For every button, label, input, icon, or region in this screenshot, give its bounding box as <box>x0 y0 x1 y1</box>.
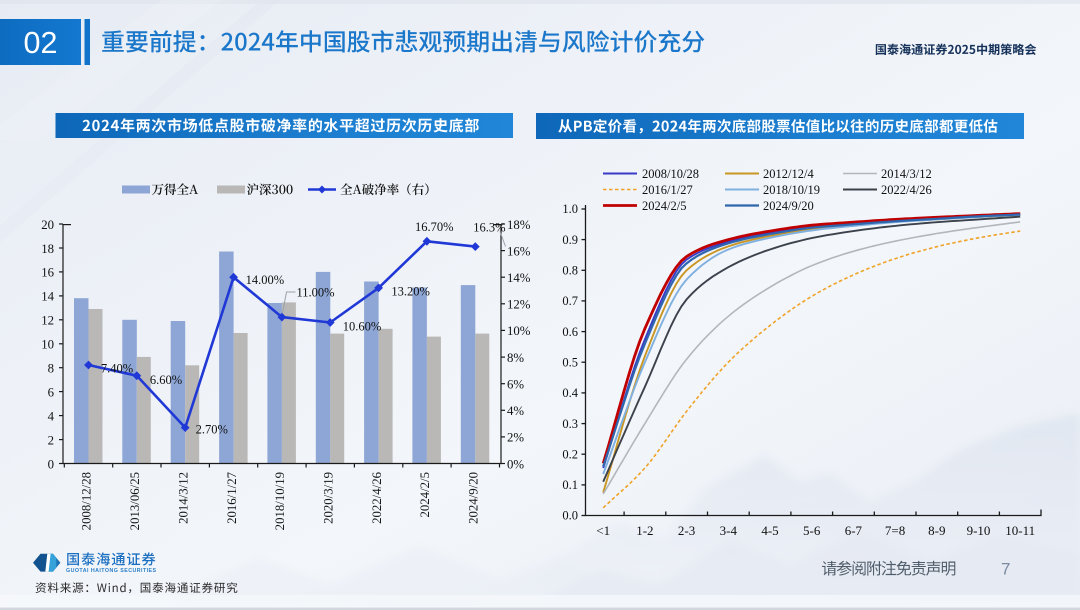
svg-text:0: 0 <box>48 457 54 471</box>
svg-text:18: 18 <box>41 242 54 256</box>
svg-text:0.8: 0.8 <box>562 264 578 278</box>
svg-text:6-7: 6-7 <box>845 523 863 538</box>
svg-text:14%: 14% <box>507 271 531 285</box>
svg-text:7=8: 7=8 <box>885 523 905 538</box>
svg-text:16.70%: 16.70% <box>415 220 454 234</box>
svg-text:7: 7 <box>1001 560 1010 579</box>
svg-text:2: 2 <box>48 433 54 447</box>
svg-text:2018/10/19: 2018/10/19 <box>273 472 287 530</box>
svg-text:4-5: 4-5 <box>761 523 778 538</box>
svg-text:2022/4/26: 2022/4/26 <box>370 471 384 524</box>
svg-text:2014/3/12: 2014/3/12 <box>881 167 932 181</box>
svg-text:14.00%: 14.00% <box>246 273 285 287</box>
svg-text:0.5: 0.5 <box>562 355 578 369</box>
svg-text:0.0: 0.0 <box>562 509 578 523</box>
svg-text:2008/12/28: 2008/12/28 <box>80 472 94 530</box>
svg-text:12%: 12% <box>507 298 531 312</box>
svg-text:2016/1/27: 2016/1/27 <box>225 471 239 524</box>
svg-text:13.20%: 13.20% <box>391 285 430 299</box>
svg-text:0.3: 0.3 <box>562 417 578 431</box>
svg-text:0.6: 0.6 <box>562 325 578 339</box>
svg-text:8-9: 8-9 <box>928 523 945 538</box>
svg-text:4%: 4% <box>507 404 524 418</box>
svg-text:10%: 10% <box>507 324 531 338</box>
svg-text:18%: 18% <box>507 218 531 232</box>
svg-text:2024/9/20: 2024/9/20 <box>763 199 814 213</box>
svg-text:11.00%: 11.00% <box>297 285 335 299</box>
svg-text:2016/1/27: 2016/1/27 <box>642 183 693 197</box>
svg-text:0.9: 0.9 <box>562 233 578 247</box>
svg-text:16: 16 <box>41 266 54 280</box>
svg-text:10.60%: 10.60% <box>343 320 382 334</box>
svg-text:8: 8 <box>48 362 54 376</box>
svg-text:<1: <1 <box>596 523 610 538</box>
svg-text:02: 02 <box>24 26 58 60</box>
svg-text:0%: 0% <box>507 457 524 471</box>
svg-text:2014/3/12: 2014/3/12 <box>176 472 190 524</box>
svg-text:2024/2/5: 2024/2/5 <box>642 199 686 213</box>
svg-text:2%: 2% <box>507 431 524 445</box>
svg-text:9-10: 9-10 <box>967 523 991 538</box>
svg-text:0.7: 0.7 <box>562 294 578 308</box>
svg-text:2.70%: 2.70% <box>196 423 228 437</box>
svg-text:1-2: 1-2 <box>636 523 653 538</box>
svg-text:2024/9/20: 2024/9/20 <box>467 472 481 524</box>
svg-text:2012/12/4: 2012/12/4 <box>763 167 814 181</box>
svg-text:4: 4 <box>48 409 55 423</box>
svg-text:0.2: 0.2 <box>562 447 578 461</box>
svg-text:GUOTAI HAITONG SECURITIES: GUOTAI HAITONG SECURITIES <box>66 568 157 574</box>
svg-text:8%: 8% <box>507 351 524 365</box>
svg-text:12: 12 <box>41 314 54 328</box>
svg-text:6.60%: 6.60% <box>150 373 182 387</box>
svg-text:3-4: 3-4 <box>720 523 738 538</box>
svg-text:2018/10/19: 2018/10/19 <box>763 183 820 197</box>
svg-text:0.1: 0.1 <box>562 478 578 492</box>
svg-text:6: 6 <box>48 385 55 399</box>
svg-text:16%: 16% <box>507 244 531 258</box>
svg-text:2-3: 2-3 <box>678 523 695 538</box>
svg-text:1.0: 1.0 <box>562 202 578 216</box>
svg-text:2024/2/5: 2024/2/5 <box>418 472 432 518</box>
svg-text:10: 10 <box>41 338 54 352</box>
svg-text:2020/3/19: 2020/3/19 <box>321 472 335 524</box>
svg-text:20: 20 <box>41 218 54 232</box>
svg-text:16.3%: 16.3% <box>473 221 505 235</box>
svg-text:0.4: 0.4 <box>562 386 578 400</box>
svg-text:7.40%: 7.40% <box>101 361 133 375</box>
svg-text:6%: 6% <box>507 378 524 392</box>
svg-text:14: 14 <box>41 290 54 304</box>
svg-text:2013/06/25: 2013/06/25 <box>128 472 142 530</box>
svg-text:5-6: 5-6 <box>803 523 821 538</box>
svg-text:2008/10/28: 2008/10/28 <box>642 167 699 181</box>
svg-text:10-11: 10-11 <box>1005 523 1035 538</box>
svg-text:2022/4/26: 2022/4/26 <box>881 183 932 197</box>
